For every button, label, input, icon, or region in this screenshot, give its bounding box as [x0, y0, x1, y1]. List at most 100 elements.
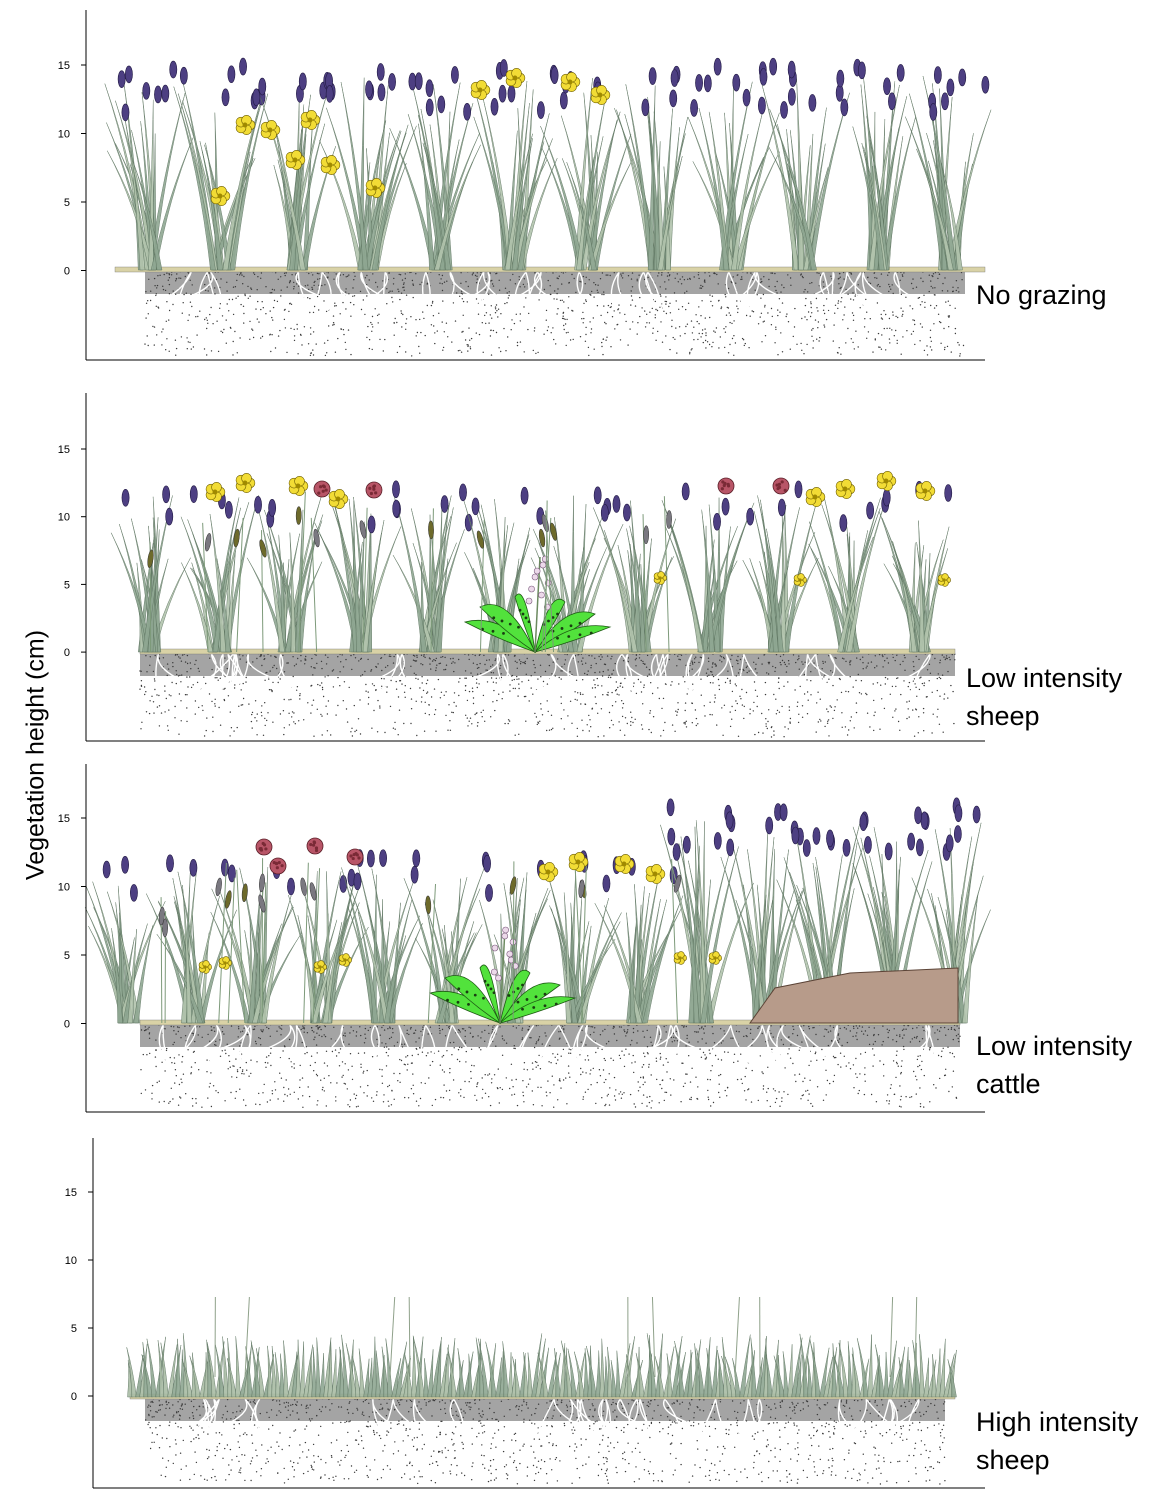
- root: [199, 1398, 213, 1438]
- lavender-flower: [670, 69, 679, 87]
- lavender-flower: [388, 73, 396, 91]
- panel-0: 15 10 5 0: [58, 10, 992, 361]
- root: [196, 1398, 218, 1438]
- root: [370, 1024, 380, 1064]
- lavender-flower: [498, 84, 507, 103]
- lavender-flower: [499, 59, 508, 77]
- lavender-flower: [490, 97, 499, 116]
- root: [653, 653, 670, 693]
- root: [610, 271, 623, 311]
- root: [183, 1024, 197, 1064]
- vegetation: [110, 471, 953, 654]
- buttercup-flower: [338, 953, 352, 967]
- grass-seedhead: [224, 890, 232, 909]
- lavender-flower: [713, 832, 722, 850]
- root: [725, 271, 743, 311]
- buttercup-flower: [560, 72, 581, 92]
- clover-flower: [306, 837, 324, 855]
- lavender-flower: [690, 99, 698, 117]
- buttercup-flower: [300, 110, 321, 130]
- root: [421, 1024, 437, 1064]
- root: [472, 271, 491, 311]
- root: [861, 271, 886, 311]
- lavender-flower: [602, 874, 611, 893]
- grass-seedhead: [233, 528, 240, 548]
- lavender-flower: [721, 497, 730, 516]
- lavender-flower: [377, 83, 386, 102]
- clover-flower: [346, 848, 364, 866]
- soil-profile: [139, 651, 956, 738]
- lavender-flower: [787, 88, 796, 106]
- lavender-flower: [228, 864, 236, 883]
- clover-flower: [269, 857, 287, 875]
- grass-seedhead: [538, 528, 546, 548]
- root: [837, 1398, 848, 1438]
- root: [373, 271, 389, 311]
- lavender-flower: [121, 856, 129, 874]
- lavender-flower: [981, 75, 990, 94]
- grass-seedhead: [666, 510, 672, 529]
- root: [567, 271, 584, 311]
- lavender-flower: [179, 66, 188, 85]
- lavender-flower: [667, 827, 676, 846]
- grass-seedhead: [241, 883, 248, 902]
- root: [925, 1024, 937, 1064]
- buttercup-flower: [673, 951, 687, 965]
- clover-flower: [313, 480, 331, 498]
- lavender-flower: [451, 66, 459, 84]
- panel-label-line1: Low intensity: [966, 663, 1123, 693]
- lavender-flower: [666, 798, 675, 817]
- root: [559, 1398, 582, 1438]
- tick-label: 5: [64, 950, 70, 962]
- lavender-flower: [946, 78, 955, 97]
- grass-seedhead: [359, 520, 367, 539]
- tick-label: 10: [58, 512, 70, 524]
- lavender-flower: [121, 488, 130, 507]
- root: [818, 653, 848, 693]
- buttercup-flower: [645, 864, 666, 884]
- root: [486, 1024, 499, 1064]
- lavender-flower: [648, 67, 657, 85]
- lavender-flower: [121, 103, 130, 122]
- lavender-flower: [520, 486, 529, 505]
- buttercup-flower: [835, 479, 856, 499]
- buttercup-flower: [653, 571, 667, 585]
- grass-seedhead: [300, 877, 307, 896]
- dung-pat: [749, 967, 959, 1024]
- root: [412, 1398, 428, 1438]
- root: [737, 653, 759, 693]
- lavender-flower: [537, 101, 545, 119]
- buttercup-flower: [313, 960, 327, 974]
- lavender-flower: [142, 82, 151, 100]
- lavender-flower: [777, 498, 786, 517]
- lavender-flower: [189, 485, 198, 503]
- lavender-flower: [459, 483, 467, 502]
- root: [776, 1024, 806, 1064]
- root: [444, 1024, 469, 1064]
- buttercup-flower: [805, 487, 826, 507]
- root: [534, 653, 577, 693]
- lavender-flower: [915, 838, 924, 857]
- root: [155, 653, 178, 693]
- lavender-flower: [888, 92, 896, 111]
- root: [396, 653, 419, 693]
- panel-label-line2: sheep: [976, 1445, 1050, 1475]
- lavender-flower: [623, 503, 631, 522]
- root: [617, 1398, 639, 1438]
- panel-2: 15 10 5 0: [58, 764, 991, 1113]
- lavender-flower: [954, 804, 963, 823]
- root: [745, 1024, 771, 1064]
- root: [476, 271, 498, 311]
- grass-seedhead: [147, 549, 154, 568]
- lavender-flower: [410, 865, 419, 884]
- lavender-flower: [353, 872, 362, 891]
- lavender-flower: [859, 813, 868, 832]
- lavender-flower: [507, 84, 516, 103]
- root: [685, 653, 693, 693]
- lavender-flower: [703, 74, 712, 93]
- lavender-flower: [842, 839, 851, 857]
- lavender-flower: [791, 826, 800, 845]
- root: [697, 1398, 723, 1438]
- vegetation: [104, 57, 992, 271]
- lavender-flower: [463, 102, 472, 121]
